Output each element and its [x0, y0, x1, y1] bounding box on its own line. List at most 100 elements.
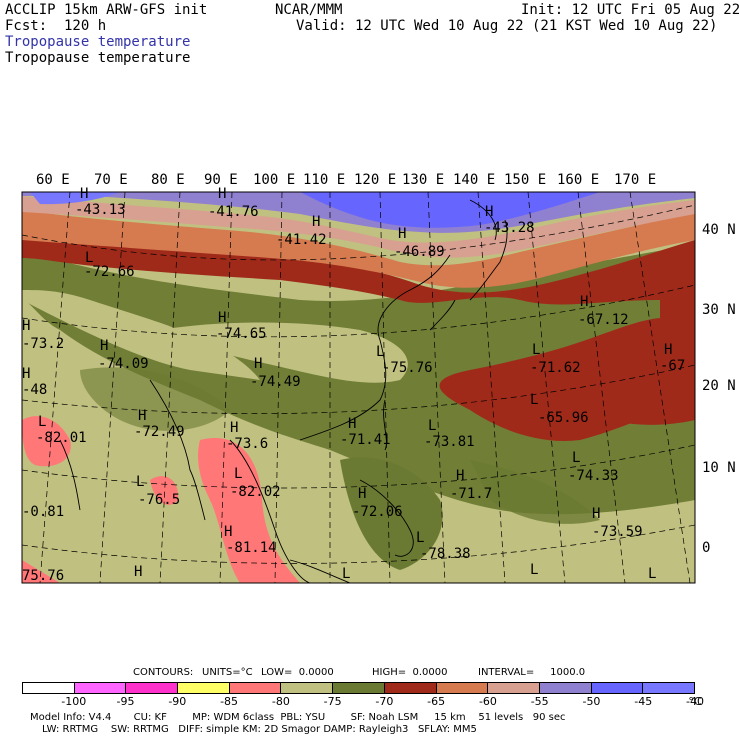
lon-label: 160 E	[557, 172, 600, 188]
interval-label: INTERVAL= 1000.0	[478, 667, 586, 678]
map-frame	[21, 191, 696, 584]
marker-symbol: H	[398, 226, 407, 242]
lon-label: 150 E	[504, 172, 547, 188]
marker-value: -72.49	[134, 424, 185, 440]
marker-value: -74.09	[98, 356, 149, 372]
marker-symbol: H	[592, 506, 601, 522]
marker-symbol: L	[85, 250, 94, 266]
marker-value: 75.76	[22, 568, 65, 584]
colorbar-swatch	[538, 683, 591, 693]
colorbar-swatch	[487, 683, 539, 693]
marker-symbol: H	[138, 408, 147, 424]
marker-value: -82.02	[230, 484, 281, 500]
marker-symbol: H	[134, 564, 143, 580]
colorbar	[22, 682, 695, 694]
marker-value: -71.7	[450, 486, 493, 502]
marker-value: -0.81	[22, 504, 65, 520]
marker-value: -82.01	[36, 430, 87, 446]
marker-symbol: L	[648, 566, 657, 582]
lon-label: 100 E	[253, 172, 296, 188]
lon-label: 140 E	[453, 172, 496, 188]
coastlines	[59, 199, 508, 583]
lon-label: 130 E	[402, 172, 445, 188]
marker-value: -67	[660, 358, 686, 374]
init-time: Init: 12 UTC Fri 05 Aug 22	[521, 2, 740, 18]
marker-value: -71.41	[340, 432, 391, 448]
low-label: LOW= 0.0000	[261, 667, 334, 678]
lon-label: 120 E	[354, 172, 397, 188]
marker-value: -81.14	[226, 540, 277, 556]
marker-value: -46.89	[394, 244, 445, 260]
colorbar-tick-label: -65	[427, 695, 446, 708]
colorbar-swatch	[332, 683, 384, 693]
lon-label: 90 E	[204, 172, 238, 188]
model-title: ACCLIP 15km ARW-GFS init	[5, 2, 208, 18]
marker-symbol: H	[358, 486, 367, 502]
colorbar-tick-label: -50	[582, 695, 601, 708]
colorbar-swatch	[435, 683, 488, 693]
marker-value: -72.06	[352, 504, 403, 520]
marker-symbol: L	[38, 414, 47, 430]
colorbar-tick-label: -60	[478, 695, 497, 708]
center-name: NCAR/MMM	[275, 2, 343, 18]
colorbar-tick-label: -75	[323, 695, 342, 708]
marker-symbol: H	[80, 186, 89, 202]
marker-value: -74.49	[250, 374, 301, 390]
marker-symbol: H	[456, 468, 465, 484]
model-info-line2: LW: RRTMG SW: RRTMG DIFF: simple KM: 2D …	[42, 724, 477, 735]
field-title: Tropopause temperature	[5, 50, 191, 66]
marker-symbol: H	[312, 214, 321, 230]
marker-symbol: L	[342, 566, 351, 582]
lat-label: 30 N	[702, 302, 736, 318]
marker-value: -73.59	[592, 524, 643, 540]
colorbar-tick-label: -90	[168, 695, 187, 708]
colorbar-tick-label: -95	[116, 695, 135, 708]
marker-symbol: H	[218, 186, 227, 202]
marker-symbol: H	[485, 204, 494, 220]
marker-symbol: L	[530, 392, 539, 408]
marker-value: -48	[22, 382, 48, 398]
marker-value: -43.28	[484, 220, 535, 236]
lon-label: 70 E	[94, 172, 128, 188]
colorbar-tick-label: -80	[271, 695, 290, 708]
marker-value: -76.5	[138, 492, 181, 508]
contours-label: CONTOURS:	[133, 667, 194, 678]
field-title-blue: Tropopause temperature	[5, 34, 191, 50]
marker-symbol: L	[532, 342, 541, 358]
marker-symbol: L	[376, 344, 385, 360]
lon-label: 80 E	[151, 172, 185, 188]
marker-symbol: L	[530, 562, 539, 578]
marker-symbol: H	[218, 310, 227, 326]
colorbar-tick-label: -40	[686, 695, 704, 708]
marker-symbol: H	[230, 420, 239, 436]
colorbar-swatch	[228, 683, 281, 693]
marker-value: -43.13	[75, 202, 126, 218]
colorbar-swatch	[125, 683, 178, 693]
units-label: UNITS=°C	[202, 667, 253, 678]
marker-value: -67.12	[578, 312, 629, 328]
temperature-field	[22, 192, 695, 583]
marker-value: -65.96	[538, 410, 589, 426]
marker-symbol: L	[572, 450, 581, 466]
colorbar-swatch	[73, 683, 126, 693]
valid-time: Valid: 12 UTC Wed 10 Aug 22 (21 KST Wed …	[296, 18, 718, 34]
lon-label: 170 E	[614, 172, 657, 188]
marker-symbol: H	[22, 318, 31, 334]
model-info-line1: Model Info: V4.4 CU: KF MP: WDM 6class P…	[30, 712, 566, 723]
colorbar-tick-label: -70	[375, 695, 394, 708]
colorbar-swatch	[177, 683, 229, 693]
colorbar-tick-label: -85	[220, 695, 239, 708]
colorbar-swatch	[23, 683, 74, 693]
marker-value: -74.33	[568, 468, 619, 484]
marker-symbol: L	[234, 466, 243, 482]
colorbar-swatch	[383, 683, 436, 693]
colorbar-swatch	[280, 683, 333, 693]
marker-symbol: H	[254, 356, 263, 372]
marker-value: -74.65	[216, 326, 267, 342]
marker-symbol: L	[136, 474, 145, 490]
marker-symbol: H	[664, 342, 673, 358]
marker-value: -73.81	[424, 434, 475, 450]
colorbar-tick-label: -55	[530, 695, 549, 708]
lon-label: 60 E	[36, 172, 70, 188]
